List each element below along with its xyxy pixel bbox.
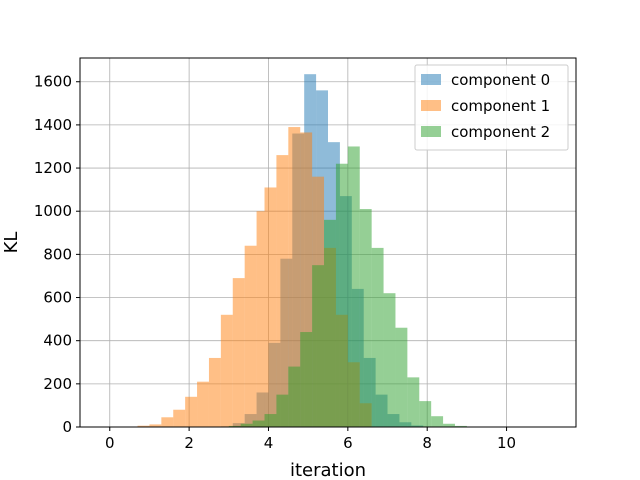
x-tick-label: 8 xyxy=(422,434,432,452)
legend: component 0 component 1 component 2 xyxy=(414,64,569,151)
histogram-bar xyxy=(395,327,408,427)
histogram-bar xyxy=(312,265,325,427)
histogram-bar xyxy=(300,132,313,427)
histogram-bar xyxy=(288,127,301,427)
y-tick-label: 800 xyxy=(43,245,72,263)
histogram-bar xyxy=(137,425,150,427)
histogram-bar xyxy=(276,155,289,427)
histogram-bar xyxy=(256,211,265,427)
histogram-bar xyxy=(264,187,277,427)
histogram-bar xyxy=(335,163,348,427)
histogram-bar xyxy=(185,396,198,427)
x-axis-title: iteration xyxy=(290,460,366,480)
y-axis-title: KL xyxy=(1,232,22,254)
histogram-bar xyxy=(220,314,233,427)
histogram-bar xyxy=(454,425,467,427)
legend-swatch-component-2 xyxy=(421,126,441,137)
y-tick-label: 400 xyxy=(43,332,72,350)
histogram-bar xyxy=(173,409,186,427)
histogram-bar xyxy=(300,332,313,427)
histogram-bar xyxy=(276,394,289,427)
plot-frame xyxy=(79,57,577,428)
histogram-bar xyxy=(240,423,253,427)
y-tick-label: 0 xyxy=(62,418,72,436)
y-tick-label: 1400 xyxy=(34,116,72,134)
histogram-bar xyxy=(232,278,245,427)
histogram-bar xyxy=(208,357,221,427)
legend-label-component-0: component 0 xyxy=(451,71,550,89)
y-tick-label: 1000 xyxy=(34,202,72,220)
histogram-bar xyxy=(149,424,162,427)
x-tick-label: 2 xyxy=(184,434,194,452)
bars-layer xyxy=(137,74,467,428)
legend-box xyxy=(414,64,569,151)
histogram-bar xyxy=(431,416,444,427)
histogram-bar xyxy=(244,245,257,427)
ticks-layer: 0 2 4 6 8 10 0 200 400 600 800 1000 1200 1400 1600 xyxy=(34,73,516,452)
histogram-bar xyxy=(264,414,277,427)
histogram-bar xyxy=(359,209,372,427)
x-tick-label: 4 xyxy=(264,434,274,452)
histogram-bar xyxy=(371,247,384,427)
x-tick-label: 10 xyxy=(497,434,516,452)
x-tick-label: 0 xyxy=(105,434,115,452)
histogram-bar xyxy=(197,381,209,427)
legend-label-component-2: component 2 xyxy=(451,123,550,141)
x-tick-label: 6 xyxy=(343,434,353,452)
histogram-bar xyxy=(419,401,432,427)
y-tick-label: 1200 xyxy=(34,159,72,177)
histogram-bar xyxy=(252,420,265,427)
histogram-bar xyxy=(161,417,174,427)
y-tick-label: 600 xyxy=(43,289,72,307)
legend-swatch-component-0 xyxy=(421,74,441,85)
histogram-bar xyxy=(288,366,301,427)
histogram-bar xyxy=(443,423,455,427)
histogram-bar xyxy=(407,377,420,427)
y-tick-label: 1600 xyxy=(34,73,72,91)
legend-swatch-component-1 xyxy=(421,100,441,111)
histogram-bar xyxy=(383,293,396,427)
histogram-bar xyxy=(228,425,241,427)
legend-label-component-1: component 1 xyxy=(451,97,550,115)
histogram-bar xyxy=(324,219,336,427)
series-2-bars xyxy=(228,146,467,427)
y-tick-label: 200 xyxy=(43,375,72,393)
histogram-bar xyxy=(347,146,360,427)
